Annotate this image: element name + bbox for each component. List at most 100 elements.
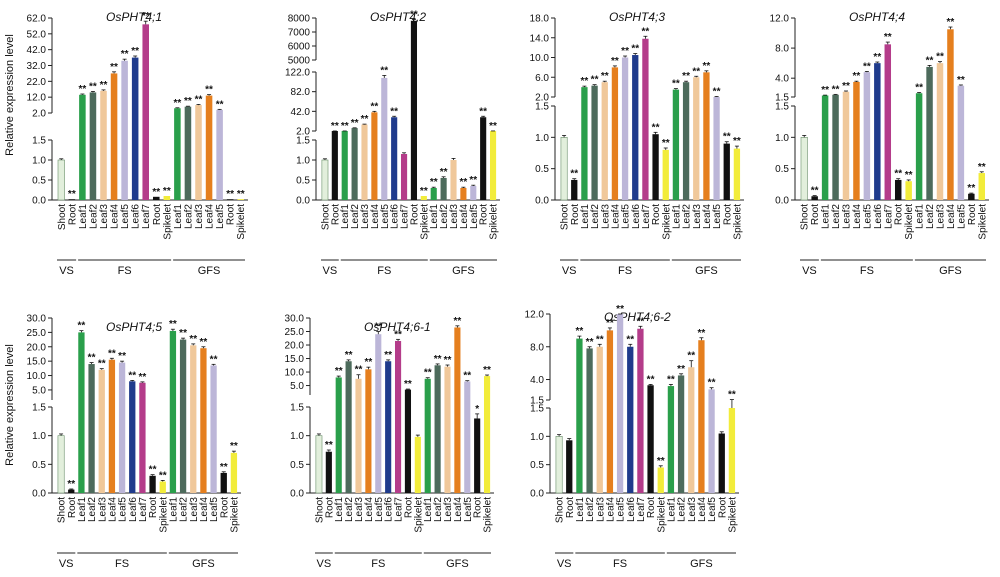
category-label: Leaf2 — [831, 204, 842, 229]
category-label: Leaf5 — [118, 497, 129, 522]
y-tick-label: 62.0 — [27, 14, 47, 25]
category-label: Leaf3 — [687, 497, 698, 522]
y-tick-label: 122.0 — [285, 68, 310, 79]
y-tick-label: 4.0 — [775, 74, 789, 85]
significance-mark: ** — [331, 121, 339, 132]
bar — [226, 199, 234, 200]
bar — [480, 117, 487, 200]
bar — [404, 389, 412, 493]
category-label: Leaf5 — [621, 204, 632, 229]
bar — [361, 124, 368, 200]
y-tick-label: 82.0 — [291, 87, 311, 98]
significance-mark: ** — [667, 374, 675, 385]
y-tick-label: 15.0 — [27, 357, 47, 368]
category-label: Leaf1 — [334, 497, 345, 522]
bar — [391, 117, 398, 200]
bar — [216, 109, 223, 200]
y-tick-label: 1.5 — [290, 403, 304, 414]
category-label: Leaf3 — [360, 204, 371, 229]
category-label: Root — [226, 204, 237, 225]
category-label: Root — [324, 497, 335, 518]
significance-mark: ** — [98, 359, 106, 370]
category-label: Root — [479, 204, 490, 225]
group-label: GFS — [690, 558, 713, 570]
category-label: Leaf7 — [400, 204, 411, 229]
group-label: FS — [613, 558, 627, 570]
significance-mark: ** — [821, 85, 829, 96]
bar — [78, 332, 85, 493]
y-tick-label: 8.0 — [775, 44, 789, 55]
bar — [713, 97, 720, 200]
y-tick-label: 0.5 — [530, 460, 544, 471]
category-label: Leaf3 — [936, 204, 947, 229]
category-label: Spikelet — [732, 204, 743, 240]
significance-mark: ** — [811, 186, 819, 197]
significance-mark: ** — [110, 62, 118, 73]
panel-3: OsPHT4;3 2.0 6.0 10.0 14.0 18.0 0.0 0.5 1.0 1.5 Sh… — [530, 10, 744, 277]
y-tick-label: 12.0 — [27, 93, 47, 104]
bar — [460, 188, 467, 200]
y-tick-label: 15.0 — [285, 354, 305, 365]
category-label: Shoot — [57, 204, 68, 230]
y-tick-label: 1.5 — [530, 396, 544, 407]
y-tick-label: 1.0 — [530, 432, 544, 443]
bar — [400, 154, 408, 200]
significance-mark: ** — [345, 350, 353, 361]
y-tick-label: 0.5 — [296, 176, 310, 187]
category-label: Shoot — [320, 204, 331, 230]
y-tick-label: 10.0 — [530, 53, 550, 64]
category-label: Leaf4 — [946, 204, 957, 229]
significance-mark: ** — [621, 46, 629, 57]
category-label: Leaf1 — [580, 204, 591, 229]
category-label: Leaf4 — [199, 497, 210, 522]
panel-title: OsPHT4;4 — [849, 10, 905, 24]
significance-mark: ** — [692, 66, 700, 77]
panel-7: OsPHT4;6-21.54.08.012.00.00.51.01.5Shoot… — [525, 304, 739, 570]
y-tick-label: 0.0 — [32, 489, 46, 500]
group-label: FS — [618, 265, 632, 277]
category-label: Leaf2 — [88, 204, 99, 229]
bar — [662, 149, 669, 200]
category-label: Leaf2 — [183, 204, 194, 229]
bar — [434, 365, 441, 493]
group-label: FS — [115, 558, 129, 570]
significance-mark: ** — [444, 355, 452, 366]
significance-mark: ** — [723, 132, 731, 143]
category-label: Root — [810, 204, 821, 225]
bar — [169, 330, 177, 493]
bar — [444, 366, 451, 493]
significance-mark: ** — [479, 106, 487, 117]
bar — [210, 365, 217, 493]
significance-mark: ** — [947, 17, 955, 28]
significance-mark: ** — [483, 365, 491, 376]
bar — [68, 489, 75, 493]
significance-mark: ** — [179, 328, 187, 339]
bar — [351, 128, 358, 200]
bar — [733, 148, 741, 200]
category-label: Root — [148, 497, 159, 518]
y-tick-label: 1.0 — [32, 156, 46, 167]
significance-mark: ** — [131, 46, 139, 57]
y-tick-label: 25.0 — [285, 327, 305, 338]
y-tick-label: 1.0 — [535, 133, 549, 144]
category-label: Leaf5 — [380, 204, 391, 229]
category-label: Leaf2 — [179, 497, 190, 522]
bar — [121, 60, 128, 200]
significance-mark: ** — [647, 374, 655, 385]
bar — [355, 378, 362, 493]
significance-mark: ** — [672, 79, 680, 90]
y-tick-label: 1.0 — [296, 156, 310, 167]
significance-mark: ** — [410, 9, 418, 20]
category-label: Root — [894, 204, 905, 225]
significance-mark: ** — [611, 56, 619, 67]
bar — [108, 359, 116, 493]
bar — [440, 178, 447, 200]
significance-mark: ** — [637, 316, 645, 327]
y-tick-label: 30.0 — [27, 314, 47, 325]
bar — [179, 339, 187, 493]
bar — [555, 436, 563, 494]
panel-title: OsPHT4;1 — [106, 10, 162, 24]
group-label: GFS — [446, 558, 469, 570]
category-label: Shoot — [314, 497, 325, 523]
bar — [321, 159, 329, 201]
